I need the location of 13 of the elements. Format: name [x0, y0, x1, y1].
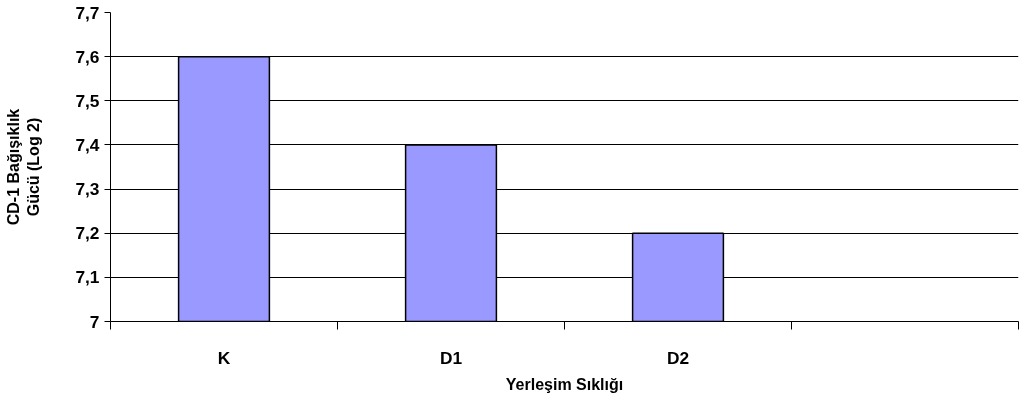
y-tick-label: 7,1	[75, 267, 100, 288]
y-tick-label: 7,4	[75, 134, 100, 155]
y-axis-title: CD-1 Bağışıklık Gücü (Log 2)	[5, 108, 43, 226]
y-tick-label: 7,6	[75, 46, 100, 67]
y-tick-label: 7,5	[75, 90, 100, 111]
x-tick-label: D2	[666, 347, 690, 368]
x-axis-title: Yerleşim Sıklığı	[505, 375, 624, 393]
y-tick-label: 7	[89, 311, 100, 332]
y-tick-label: 7,2	[75, 223, 100, 244]
x-tick-label: K	[217, 347, 231, 368]
y-tick-label: 7,7	[75, 2, 100, 23]
x-tick-label: D1	[439, 347, 463, 368]
y-tick-label: 7,3	[75, 179, 100, 200]
